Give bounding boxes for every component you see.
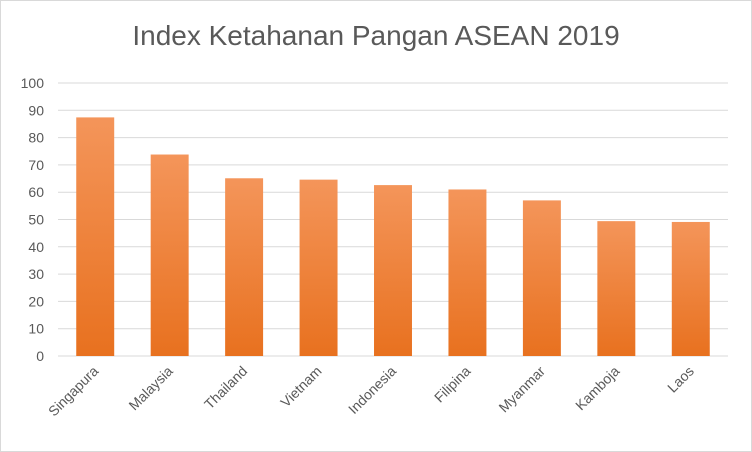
bars <box>76 117 710 356</box>
bar-vietnam <box>299 179 338 356</box>
bar-laos <box>671 221 710 356</box>
x-axis-labels: Singapura Malaysia Thailand Vietnam Indonesi… <box>45 363 697 420</box>
bar-filipina <box>448 189 487 356</box>
bar-myanmar <box>522 200 561 356</box>
y-tick-label: 10 <box>28 321 44 337</box>
bar-malaysia <box>150 154 189 356</box>
y-tick-label: 30 <box>28 266 44 282</box>
x-category-label: Kamboja <box>572 363 623 414</box>
chart-title: Index Ketahanan Pangan ASEAN 2019 <box>132 20 620 51</box>
bar-thailand <box>225 178 264 356</box>
bar-kamboja <box>597 221 636 356</box>
y-tick-label: 70 <box>28 157 44 173</box>
y-tick-label: 20 <box>28 293 44 309</box>
y-axis-ticks: 0 10 20 30 40 50 60 70 80 90 100 <box>21 75 45 364</box>
x-category-label: Singapura <box>45 363 102 420</box>
x-category-label: Vietnam <box>277 363 324 410</box>
x-category-label: Filipina <box>431 363 474 406</box>
y-tick-label: 0 <box>36 348 44 364</box>
bar-indonesia <box>374 185 412 356</box>
bar-singapura <box>76 117 115 356</box>
y-tick-label: 100 <box>21 75 45 91</box>
x-category-label: Myanmar <box>495 363 548 416</box>
x-category-label: Laos <box>664 363 697 396</box>
y-tick-label: 60 <box>28 184 44 200</box>
y-tick-label: 80 <box>28 130 44 146</box>
x-category-label: Malaysia <box>125 363 176 414</box>
y-tick-label: 90 <box>28 102 44 118</box>
x-category-label: Thailand <box>201 363 250 412</box>
y-tick-label: 40 <box>28 239 44 255</box>
x-category-label: Indonesia <box>345 363 399 417</box>
y-tick-label: 50 <box>28 212 44 228</box>
